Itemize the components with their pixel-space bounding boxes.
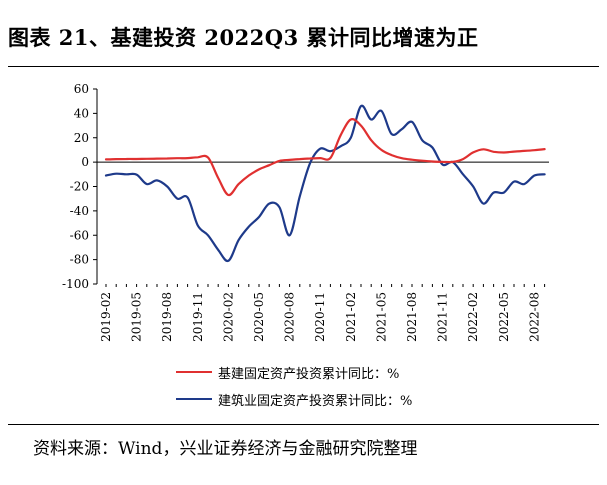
series-line-construction [104, 104, 546, 263]
title-divider [8, 66, 599, 67]
x-tick-label: 2021-02 [344, 292, 358, 342]
y-tick-label: 0 [81, 155, 89, 169]
series-line-infrastructure [104, 118, 546, 197]
x-tick-label: 2019-02 [99, 292, 113, 342]
x-tick-label: 2020-05 [252, 292, 266, 342]
x-tick-label: 2019-11 [191, 292, 205, 342]
chart-title: 图表 21、基建投资 2022Q3 累计同比增速为正 [8, 25, 479, 50]
x-tick-label: 2021-08 [405, 292, 419, 342]
y-tick-label: -20 [70, 180, 89, 194]
legend-label-infrastructure: 基建固定资产投资累计同比：% [218, 366, 400, 382]
x-tick-label: 2022-02 [466, 292, 480, 342]
x-tick-label: 2022-08 [527, 292, 541, 342]
legend-label-construction: 建筑业固定资产投资累计同比：% [218, 393, 413, 409]
x-tick-label: 2020-08 [283, 292, 297, 342]
x-tick-label: 2020-02 [221, 292, 235, 342]
x-tick-label: 2022-05 [497, 292, 511, 342]
y-tick-label: -100 [62, 277, 89, 291]
legend-swatch-blue [176, 398, 212, 400]
x-tick-label: 2020-11 [313, 292, 327, 342]
y-tick-label: -80 [70, 253, 89, 267]
x-tick-label: 2021-05 [374, 292, 388, 342]
x-tick-label: 2021-11 [436, 292, 450, 342]
x-tick-label: 2019-05 [130, 292, 144, 342]
legend-item-construction: 建筑业固定资产投资累计同比：% [176, 390, 413, 409]
legend-item-infrastructure: 基建固定资产投资累计同比：% [176, 363, 400, 382]
source-note: 资料来源：Wind，兴业证券经济与金融研究院整理 [33, 439, 418, 459]
legend-swatch-red [176, 371, 212, 373]
y-tick-label: 40 [74, 106, 89, 120]
x-tick-label: 2019-08 [160, 292, 174, 342]
y-tick-label: -40 [70, 204, 89, 218]
source-divider [8, 424, 599, 425]
y-tick-label: 60 [74, 82, 89, 96]
y-tick-label: -60 [70, 228, 89, 242]
y-tick-label: 20 [74, 131, 89, 145]
